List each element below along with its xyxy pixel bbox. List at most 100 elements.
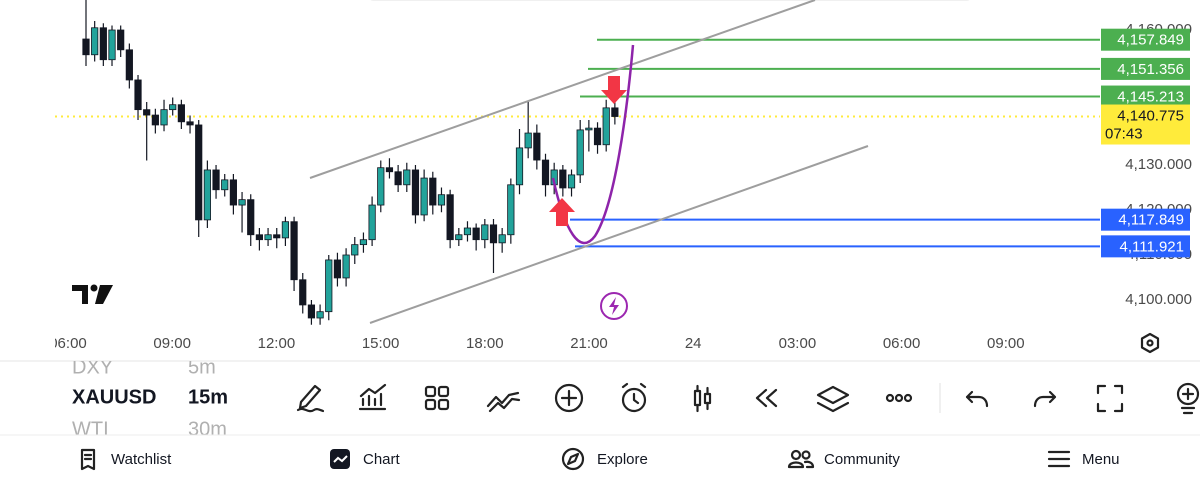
x-tick-label: 09:00 <box>153 335 191 352</box>
lightning-bolt <box>609 297 619 315</box>
symbol-name[interactable]: DXY <box>72 356 113 378</box>
candle-body <box>273 234 281 239</box>
candle-body <box>177 104 185 123</box>
nav-icon-watchlist <box>80 448 96 471</box>
tool-compare[interactable] <box>486 391 521 413</box>
candle-body <box>247 199 255 236</box>
toolbar <box>296 382 1200 415</box>
tool-layouts[interactable] <box>424 385 450 411</box>
candle-body <box>212 169 220 191</box>
price-axis: 4,160.0004,130.0004,120.0004,110.0004,10… <box>1101 21 1192 308</box>
candle-body <box>281 221 290 239</box>
candle-body <box>333 259 342 279</box>
candle-body <box>351 244 359 256</box>
candle-body <box>472 227 480 241</box>
candle-body <box>576 129 584 176</box>
bottom-nav: Watchlist Chart Explore Community Menu <box>80 447 1120 471</box>
y-tick-label: 4,130.000 <box>1125 156 1192 173</box>
candle-body <box>151 114 159 126</box>
candle-body <box>82 38 90 56</box>
drawings <box>72 0 869 324</box>
candle-body <box>169 104 177 111</box>
candle-body <box>593 127 602 146</box>
candle-body <box>325 259 333 313</box>
tool-redo[interactable] <box>1033 390 1057 408</box>
symbol-name[interactable]: XAUUSD <box>72 386 156 408</box>
nav-item[interactable]: Chart <box>363 451 401 468</box>
candle-body <box>463 227 472 236</box>
x-tick-label: 21:00 <box>570 335 608 352</box>
tool-alert[interactable] <box>621 382 647 413</box>
last-price-box <box>1101 104 1190 145</box>
candle-body <box>203 169 211 221</box>
nav-icon-community <box>787 449 815 469</box>
tv-logo <box>72 284 113 304</box>
nav-item[interactable]: Community <box>824 451 900 468</box>
symbol-list[interactable]: DXY 5m XAUUSD 15m WTI 30m <box>72 356 228 440</box>
candle-body <box>524 132 532 149</box>
candle-body <box>108 29 116 61</box>
x-tick-label: 15:00 <box>362 335 400 352</box>
candle-body <box>377 167 385 206</box>
candle-body <box>195 124 203 221</box>
settings-icon[interactable] <box>1140 332 1160 354</box>
candle-body <box>299 279 307 306</box>
symbol-interval[interactable]: 5m <box>188 356 216 378</box>
tool-add[interactable] <box>554 383 584 413</box>
candle-body <box>541 159 550 186</box>
candle-body <box>481 224 489 241</box>
lightning-icon[interactable] <box>600 292 628 320</box>
symbol-name[interactable]: WTI <box>72 418 109 440</box>
nav-item[interactable]: Watchlist <box>111 451 172 468</box>
level-label: 4,157.849 <box>1117 32 1184 49</box>
overlay-edge <box>370 0 970 1</box>
tool-ideas[interactable] <box>1176 382 1200 415</box>
tool-more[interactable] <box>885 393 913 403</box>
tool-undo[interactable] <box>965 390 989 408</box>
tool-chart-type[interactable] <box>693 384 712 413</box>
candle-body <box>221 179 229 191</box>
nav-icon-menu <box>1047 450 1071 468</box>
nav-icon-chart-line <box>333 455 348 463</box>
candle-body <box>99 27 107 61</box>
tool-draw[interactable] <box>296 384 325 413</box>
tool-replay[interactable] <box>755 388 778 408</box>
candle-body <box>489 224 498 244</box>
arrow-up <box>549 198 575 226</box>
candle-body <box>602 107 610 146</box>
candle-body <box>533 132 541 161</box>
symbol-interval[interactable]: 15m <box>188 386 228 408</box>
candle-body <box>420 177 428 216</box>
candle-body <box>264 234 272 241</box>
candle-body <box>359 239 368 246</box>
tool-fullscreen[interactable] <box>1096 384 1124 413</box>
level-label-box <box>1101 57 1190 80</box>
countdown: 07:43 <box>1105 125 1143 142</box>
candle-body <box>316 311 324 319</box>
last-price-label: 4,140.775 <box>1117 107 1184 124</box>
settings-dot <box>1146 339 1154 347</box>
x-tick-label: 03:00 <box>779 335 817 352</box>
candle-body <box>437 194 446 206</box>
candle-body <box>429 177 437 206</box>
x-tick-label: 06:00 <box>883 335 921 352</box>
tool-indicators[interactable] <box>358 383 387 411</box>
candle-body <box>498 234 506 244</box>
candle-body <box>307 304 316 319</box>
candle-body <box>507 184 515 236</box>
candle-body <box>403 169 411 186</box>
tool-layers[interactable] <box>816 385 850 413</box>
nav-item[interactable]: Menu <box>1082 451 1120 468</box>
candle-body <box>238 199 246 206</box>
candle-body <box>229 179 237 206</box>
candle-body <box>117 29 125 51</box>
candle-body <box>91 27 99 56</box>
x-tick-label: 09:00 <box>987 335 1025 352</box>
symbol-interval[interactable]: 30m <box>188 418 227 440</box>
channel-lower <box>369 145 869 324</box>
nav-item[interactable]: Explore <box>597 451 648 468</box>
level-label-box <box>1101 28 1190 51</box>
candle-body <box>255 234 264 241</box>
